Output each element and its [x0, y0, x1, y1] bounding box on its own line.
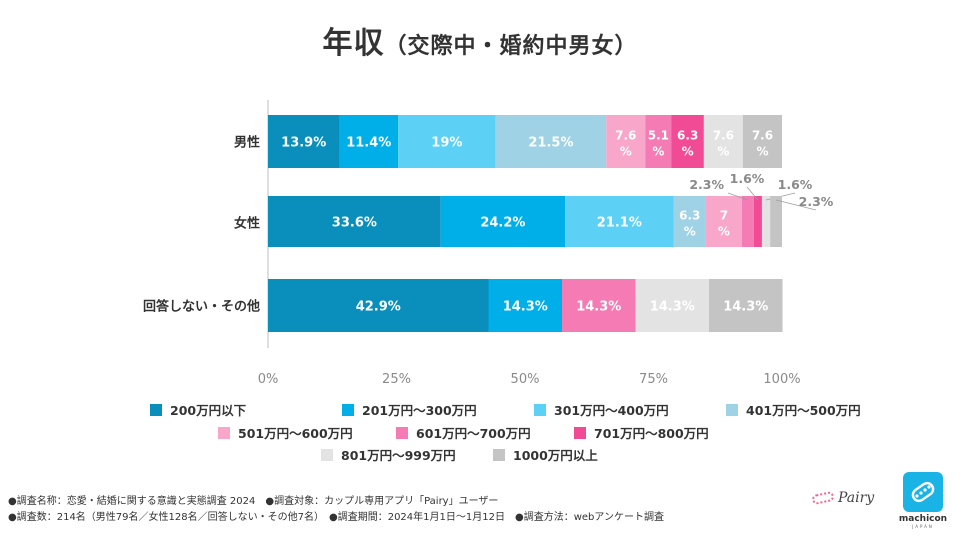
data-label-row2-series8: 14.3%	[723, 300, 768, 315]
legend-swatch-0-3	[726, 404, 738, 416]
legend-swatch-1-1	[396, 427, 408, 439]
callout-line-row1-series6	[746, 186, 759, 201]
bar-segment-row1-series7	[761, 196, 771, 247]
category-label-0: 男性	[234, 135, 260, 151]
footnote-survey-name: ●調査名称：恋愛・結婚に関する意識と実態調査 2024 ●調査対象：カップル専用…	[8, 496, 499, 507]
legend-swatch-0-0	[150, 404, 162, 416]
chart-title-sub: （交際中・婚約中男女）	[384, 34, 638, 59]
data-label-row1-series2: 21.1%	[597, 216, 642, 231]
legend-label-0-3: 401万円～500万円	[746, 403, 861, 418]
data-label-row0-series6: 6.3	[677, 129, 698, 143]
data-label-row2-series5: 14.3%	[576, 300, 621, 315]
bar-segment-row0-series0	[268, 115, 340, 168]
bar-segment-row2-series7	[635, 279, 710, 332]
data-label-row1-series3: 6.3	[679, 209, 700, 223]
legend-label-0-0: 200万円以下	[170, 403, 247, 418]
pairy-logo: Pairy	[811, 486, 892, 510]
data-label-row2-series0: 42.9%	[356, 300, 401, 315]
legend-label-1-2: 701万円～800万円	[594, 426, 709, 441]
legend-label-1-1: 601万円～700万円	[416, 426, 531, 441]
bar-segment-row0-series4	[606, 115, 646, 168]
data-label-row0-series1: 11.4%	[346, 136, 391, 151]
bar-segment-row2-series5	[562, 279, 636, 332]
data-label-row0-series2: 19%	[431, 136, 462, 151]
category-label-1: 女性	[234, 216, 260, 232]
callout-line-row1-series8	[775, 199, 817, 211]
bar-segment-row2-series0	[268, 279, 489, 332]
bar-segment-row0-series2	[398, 115, 496, 168]
footnote-survey-details: ●調査数：214名（男性79名／女性128名／回答しない・その他7名） ●調査期…	[8, 512, 664, 523]
legend-label-0-2: 301万円～400万円	[554, 403, 669, 418]
chart-title: 年収（交際中・婚約中男女）	[0, 18, 960, 62]
bar-segment-row1-series6	[753, 196, 762, 247]
pairy-logo-text: Pairy	[838, 490, 875, 506]
data-label-row0-series3: 21.5%	[528, 136, 573, 151]
bar-segment-row1-series0	[268, 196, 441, 247]
pairy-logo-mark-icon	[811, 490, 835, 506]
bar-segment-row0-series3	[495, 115, 607, 168]
legend-swatch-0-2	[534, 404, 546, 416]
data-label-row1-series5: 2.3%	[689, 177, 724, 192]
data-label-row1-series6: 1.6%	[730, 171, 765, 186]
data-label-row1-series7: 1.6%	[778, 177, 813, 192]
bar-segment-row2-series8	[709, 279, 783, 332]
callout-line-row1-series5	[727, 192, 748, 201]
bar-segment-row0-series7	[703, 115, 743, 168]
machicon-logo-text: machicon	[898, 514, 948, 524]
data-label-row0-series8: 7.6	[752, 129, 773, 143]
machicon-logo-icon	[903, 472, 943, 512]
data-label-pct-row0-series5: %	[652, 145, 664, 159]
bar-segment-row1-series1	[440, 196, 566, 247]
legend-swatch-0-1	[342, 404, 354, 416]
data-label-row0-series5: 5.1	[648, 129, 669, 143]
x-tick-label-3: 75%	[639, 372, 668, 387]
data-label-row0-series0: 13.9%	[281, 136, 326, 151]
category-label-2: 回答しない・その他	[143, 299, 260, 315]
bar-segment-row0-series6	[671, 115, 704, 168]
legend-swatch-1-2	[574, 427, 586, 439]
data-label-row2-series7: 14.3%	[650, 300, 695, 315]
bar-segment-row1-series4	[705, 196, 742, 247]
data-label-pct-row0-series6: %	[682, 145, 694, 159]
legend-label-0-1: 201万円～300万円	[362, 403, 477, 418]
bar-segment-row1-series2	[565, 196, 674, 247]
data-label-pct-row1-series4: %	[718, 225, 730, 239]
x-tick-label-4: 100%	[763, 372, 800, 387]
legend-swatch-1-0	[218, 427, 230, 439]
data-label-pct-row0-series8: %	[756, 145, 768, 159]
x-tick-label-0: 0%	[258, 372, 279, 387]
data-label-row1-series1: 24.2%	[480, 216, 525, 231]
data-label-row1-series0: 33.6%	[332, 216, 377, 231]
data-label-row1-series8: 2.3%	[799, 194, 834, 209]
bar-segment-row2-series1	[488, 279, 563, 332]
bar-segment-row1-series5	[741, 196, 754, 247]
x-tick-label-2: 50%	[511, 372, 540, 387]
bar-segment-row0-series5	[645, 115, 672, 168]
machicon-logo-subtext: JAPAN	[912, 524, 934, 529]
bar-segment-row1-series8	[770, 196, 782, 247]
data-label-pct-row1-series3: %	[684, 225, 696, 239]
x-tick-label-1: 25%	[382, 372, 411, 387]
chart-title-main: 年収	[322, 26, 385, 61]
bar-segment-row0-series8	[742, 115, 782, 168]
data-label-row0-series4: 7.6	[615, 129, 636, 143]
legend-label-2-1: 1000万円以上	[513, 448, 598, 463]
data-label-pct-row0-series4: %	[620, 145, 632, 159]
legend-label-2-0: 801万円～999万円	[341, 448, 456, 463]
legend-swatch-2-0	[321, 449, 333, 461]
data-label-row2-series1: 14.3%	[503, 300, 548, 315]
bar-segment-row1-series3	[673, 196, 706, 247]
bar-segment-row0-series1	[339, 115, 399, 168]
data-label-row1-series4: 7	[720, 209, 728, 223]
legend-swatch-2-1	[493, 449, 505, 461]
data-label-pct-row0-series7: %	[717, 145, 729, 159]
machicon-logo: machicon JAPAN	[898, 472, 948, 532]
data-label-row0-series7: 7.6	[713, 129, 734, 143]
legend-label-1-0: 501万円～600万円	[238, 426, 353, 441]
